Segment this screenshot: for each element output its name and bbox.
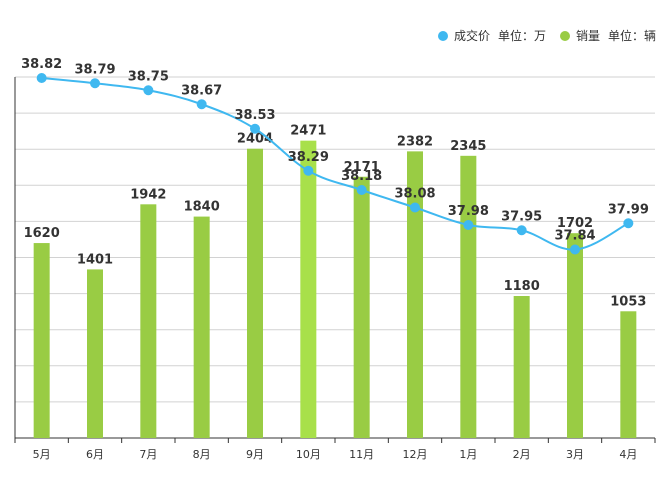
price-value-label: 38.82 xyxy=(21,57,62,72)
bar-value-label: 2471 xyxy=(290,124,326,139)
bar-value-label: 1942 xyxy=(130,187,166,202)
bar-value-label: 1840 xyxy=(184,200,220,215)
bar xyxy=(460,155,477,438)
price-point xyxy=(196,99,207,110)
price-value-label: 38.53 xyxy=(234,108,275,123)
price-point xyxy=(410,202,420,213)
legend-sales-name: 销量 xyxy=(575,29,600,43)
bar-value-label: 1401 xyxy=(77,252,113,267)
x-tick-label: 8月 xyxy=(193,448,211,461)
x-tick-label: 4月 xyxy=(619,448,637,461)
bar xyxy=(353,176,370,438)
price-point xyxy=(356,185,367,195)
price-point xyxy=(250,123,260,134)
x-tick-label: 3月 xyxy=(566,448,584,461)
legend-price-unit: 单位：万 xyxy=(497,29,546,43)
price-value-label: 38.67 xyxy=(181,83,222,98)
price-point xyxy=(516,225,527,236)
bar-value-label: 2382 xyxy=(397,134,433,149)
legend: 成交价 单位：万 销量 单位：辆 xyxy=(424,27,656,44)
x-tick-label: 11月 xyxy=(349,448,374,461)
bar xyxy=(193,216,210,438)
legend-item-price[interactable]: 成交价 单位：万 xyxy=(437,27,546,44)
bar xyxy=(300,140,317,439)
bar-value-label: 2345 xyxy=(450,139,486,154)
price-value-label: 38.08 xyxy=(394,187,435,202)
bar xyxy=(567,233,583,438)
bar xyxy=(513,296,530,438)
x-tick-label: 1月 xyxy=(459,448,477,461)
price-value-label: 38.79 xyxy=(74,62,115,77)
x-tick-label: 12月 xyxy=(403,448,428,461)
bar xyxy=(620,311,637,438)
price-value-label: 37.95 xyxy=(501,209,542,224)
bar xyxy=(87,269,103,438)
price-point xyxy=(90,78,100,89)
price-value-label: 37.98 xyxy=(448,204,489,219)
x-tick-label: 7月 xyxy=(139,448,157,461)
legend-sales-dot xyxy=(559,30,570,41)
legend-price-dot xyxy=(437,30,448,41)
x-tick-label: 10月 xyxy=(296,448,321,461)
bar xyxy=(407,151,423,438)
legend-sales-unit: 单位：辆 xyxy=(607,29,656,43)
x-tick-label: 6月 xyxy=(86,448,104,461)
bar-value-label: 1702 xyxy=(557,216,593,231)
legend-item-sales[interactable]: 销量 单位：辆 xyxy=(559,27,656,44)
bar-value-label: 1053 xyxy=(610,294,646,309)
x-tick-label: 5月 xyxy=(33,448,51,461)
bar xyxy=(33,243,50,438)
bar xyxy=(247,148,263,438)
price-value-label: 38.29 xyxy=(288,150,329,165)
legend-price-name: 成交价 xyxy=(453,29,490,43)
price-point xyxy=(463,220,474,230)
price-value-label: 38.75 xyxy=(128,69,169,84)
bar-value-label: 1180 xyxy=(504,279,540,294)
price-point xyxy=(623,218,634,229)
x-tick-label: 9月 xyxy=(246,448,264,461)
x-tick-label: 2月 xyxy=(513,448,531,461)
bar-value-label: 1620 xyxy=(24,226,60,241)
price-point xyxy=(570,244,580,255)
price-point xyxy=(143,85,154,96)
price-value-label: 38.18 xyxy=(341,169,382,184)
price-value-label: 37.99 xyxy=(608,202,649,217)
price-point xyxy=(36,73,47,83)
price-point xyxy=(303,165,314,176)
bar-value-label: 2171 xyxy=(344,160,380,175)
price-value-label: 37.84 xyxy=(554,229,595,244)
bar xyxy=(140,204,157,438)
